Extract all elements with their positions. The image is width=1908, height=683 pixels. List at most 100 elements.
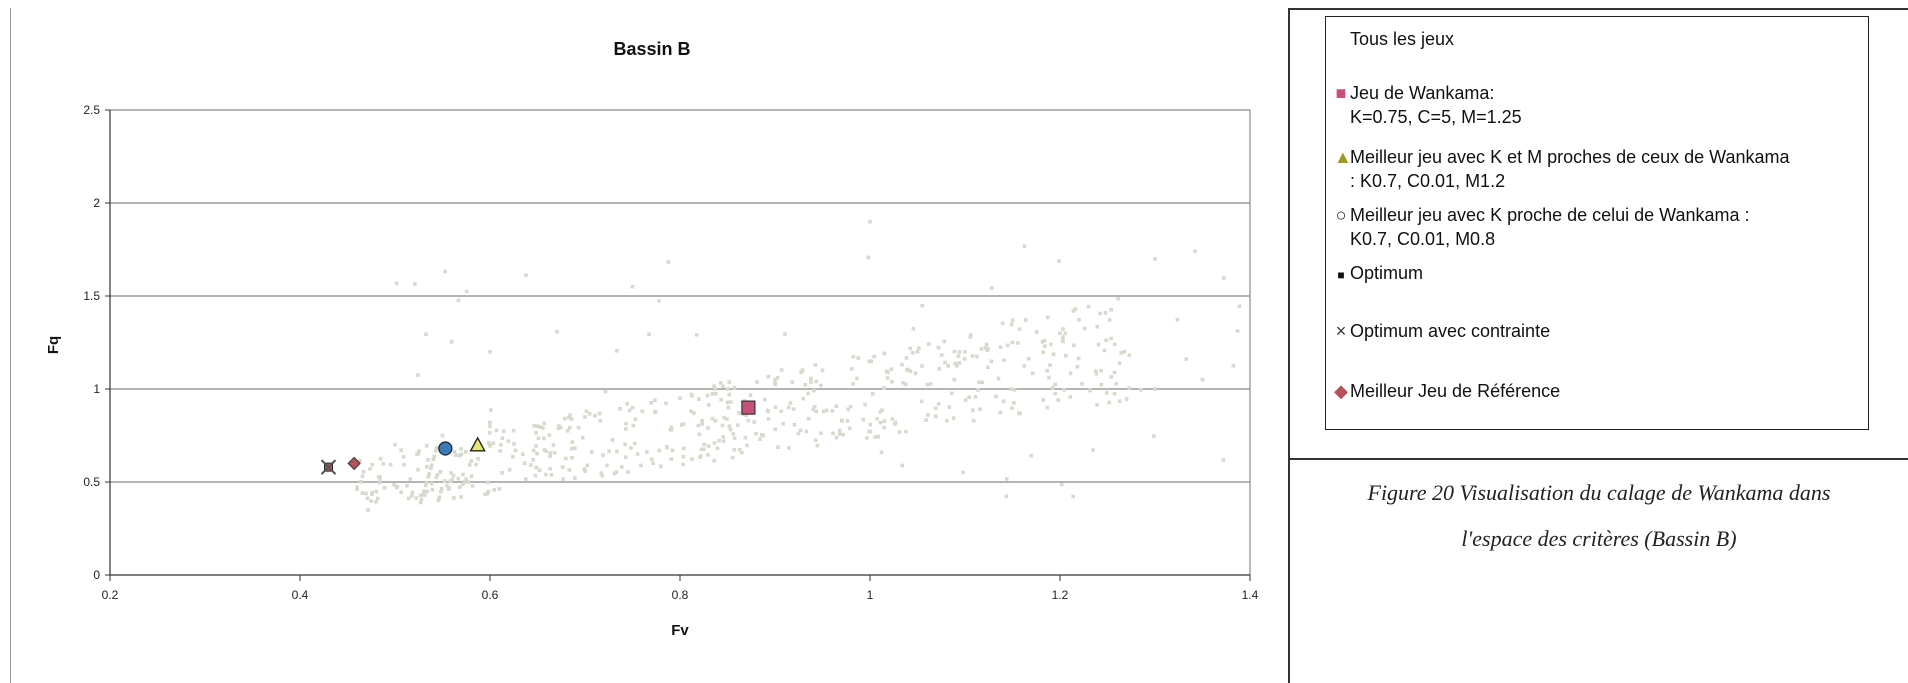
cloud-point <box>601 453 605 458</box>
cloud-point <box>401 454 406 459</box>
cloud-point <box>456 298 461 303</box>
cloud-point <box>1231 363 1236 368</box>
cloud-point <box>989 359 994 364</box>
cloud-point <box>919 399 924 404</box>
cloud-point <box>809 380 813 384</box>
cloud-point <box>868 219 872 224</box>
cloud-point <box>752 420 756 424</box>
cloud-point <box>552 450 557 455</box>
cloud-point <box>375 496 380 501</box>
cloud-point <box>952 377 957 382</box>
cloud-point <box>706 403 711 407</box>
cloud-point <box>423 493 427 497</box>
cloud-point <box>867 359 872 364</box>
cloud-point <box>845 419 850 423</box>
cloud-point <box>388 462 393 467</box>
y-tick-label: 0 <box>93 568 100 582</box>
cloud-point <box>399 448 403 452</box>
legend-label: Meilleur jeu avec K et M proches de ceux… <box>1350 147 1790 167</box>
cloud-point <box>531 448 536 453</box>
cloud-point <box>649 457 654 461</box>
cloud-point <box>405 483 409 488</box>
cloud-point <box>614 470 619 474</box>
cloud-point <box>837 432 842 436</box>
cloud-point <box>681 462 685 467</box>
cloud-point <box>944 418 949 423</box>
cloud-point <box>439 486 444 491</box>
cloud-point <box>1012 401 1016 405</box>
cloud-point <box>884 369 889 374</box>
cloud-point <box>1043 344 1047 348</box>
cloud-point <box>814 409 818 414</box>
cloud-point <box>598 418 603 423</box>
cloud-point <box>783 332 787 336</box>
cloud-point <box>1056 398 1061 402</box>
cloud-point <box>569 446 574 451</box>
cloud-point <box>725 417 729 421</box>
cloud-point <box>983 345 988 350</box>
frame-caption-top <box>1288 458 1908 460</box>
cloud-point <box>725 387 730 391</box>
cloud-point <box>399 490 404 495</box>
cloud-point <box>1127 386 1132 391</box>
cloud-point <box>706 426 710 430</box>
cloud-point <box>710 416 715 421</box>
cloud-point <box>876 434 881 439</box>
cloud-point <box>466 480 471 484</box>
cloud-point <box>761 433 766 438</box>
legend-label: Optimum avec contrainte <box>1350 321 1551 341</box>
cloud-point <box>744 413 749 418</box>
cloud-point <box>1099 368 1103 373</box>
cloud-point <box>1004 477 1009 481</box>
cloud-point <box>1053 391 1058 396</box>
caption-line-2: l'espace des critères (Bassin B) <box>1461 526 1737 551</box>
cloud-point <box>653 398 657 403</box>
cloud-point <box>851 354 856 359</box>
cloud-point <box>920 364 924 368</box>
cloud-point <box>498 449 503 453</box>
cloud-point <box>727 424 732 429</box>
chart-title: Bassin B <box>613 39 690 59</box>
cloud-point <box>1091 448 1095 452</box>
cloud-point <box>426 458 430 462</box>
cloud-point <box>625 402 629 406</box>
cloud-point <box>488 408 493 412</box>
cloud-point <box>1046 315 1050 320</box>
cloud-point <box>925 382 930 387</box>
y-axis-label: Fq <box>45 336 62 354</box>
cloud-point <box>511 454 515 459</box>
cloud-point <box>487 430 492 435</box>
cloud-point <box>926 413 930 417</box>
cloud-point <box>659 464 663 469</box>
cloud-point <box>1022 244 1027 249</box>
cloud-point <box>806 416 811 421</box>
cloud-point <box>1042 338 1047 343</box>
cloud-point <box>448 479 453 483</box>
legend-item-k-proche: ○ Meilleur jeu avec K proche de celui de … <box>1334 203 1750 251</box>
cloud-point <box>370 462 375 467</box>
cloud-point <box>469 474 474 479</box>
cloud-point <box>681 446 686 451</box>
cloud-point <box>584 409 589 413</box>
cloud-point <box>900 463 905 468</box>
cloud-point <box>406 496 411 501</box>
cloud-point <box>773 381 777 386</box>
cloud-point <box>587 412 592 416</box>
cloud-point <box>681 454 686 459</box>
cloud-point <box>542 436 546 441</box>
cloud-point <box>416 467 420 472</box>
legend-item-optimum-contrainte: × Optimum avec contrainte <box>1334 319 1550 343</box>
cloud-point <box>669 428 674 432</box>
cloud-point <box>985 348 990 352</box>
cloud-point <box>607 449 611 453</box>
cloud-point <box>819 431 823 435</box>
cloud-point <box>775 375 780 380</box>
cloud-point <box>866 255 871 260</box>
cloud-point <box>469 459 474 463</box>
cloud-point <box>488 444 492 448</box>
cloud-point <box>1112 342 1117 347</box>
cloud-point <box>735 423 740 427</box>
cloud-point <box>851 382 855 386</box>
cloud-point <box>535 451 539 456</box>
cloud-point <box>358 458 362 463</box>
